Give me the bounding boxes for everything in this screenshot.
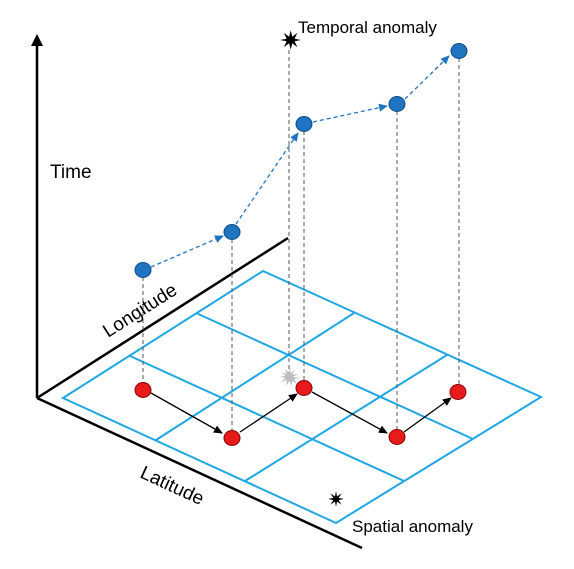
trajectory-arrow <box>403 397 452 433</box>
spatial-grid <box>60 269 544 525</box>
temporal-point <box>223 224 241 240</box>
starburst-icon <box>328 491 344 507</box>
spatial-anomaly-label: Spatial anomaly <box>352 517 473 536</box>
spatial-point <box>223 430 241 446</box>
axes <box>31 34 363 550</box>
trajectory-arrow <box>235 132 299 225</box>
trajectory-arrow <box>150 392 223 434</box>
spatial-points <box>134 380 467 446</box>
latitude-axis-label: Latitude <box>137 462 207 509</box>
grid-line <box>155 312 355 441</box>
starburst-icon <box>280 30 301 50</box>
starburst-icon <box>279 367 300 387</box>
spatial-point <box>449 384 467 400</box>
time-axis-label: Time <box>50 162 92 183</box>
latitude-axis <box>36 396 363 550</box>
spatial-point <box>295 380 313 396</box>
grid-line <box>244 354 448 482</box>
grid-line <box>195 312 474 440</box>
temporal-trajectory <box>150 55 450 268</box>
trajectory-arrow <box>239 393 298 433</box>
spatial-point <box>388 429 406 445</box>
spatial-point <box>134 382 152 398</box>
temporal-anomaly-label: Temporal anomaly <box>298 18 437 37</box>
trajectory-arrow <box>312 103 388 123</box>
temporal-point <box>295 116 313 132</box>
temporal-point <box>450 43 468 59</box>
grid-line <box>129 355 405 482</box>
trajectory-arrow <box>404 55 450 100</box>
temporal-points <box>134 43 468 278</box>
trajectory-arrow <box>311 391 388 434</box>
drop-lines <box>142 50 460 438</box>
trajectory-arrow <box>150 235 224 268</box>
longitude-axis <box>36 236 289 400</box>
temporal-point <box>134 262 152 278</box>
temporal-point <box>388 96 406 112</box>
spatial-trajectory <box>150 391 452 434</box>
